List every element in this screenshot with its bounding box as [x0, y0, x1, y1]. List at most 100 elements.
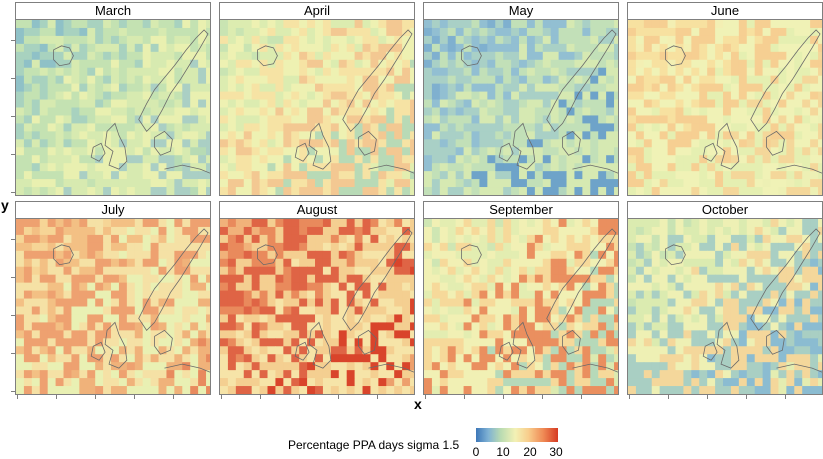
heatmap-cell — [39, 258, 49, 268]
heatmap-cell — [770, 322, 779, 331]
heatmap-cell — [307, 131, 316, 140]
heatmap-cell — [378, 362, 387, 371]
heatmap-cell — [47, 147, 57, 156]
heatmap-cell — [802, 99, 811, 108]
heatmap-cell — [447, 242, 457, 252]
heatmap-cell — [267, 362, 276, 371]
heatmap-cell — [275, 155, 284, 164]
heatmap-cell — [330, 163, 340, 172]
heatmap-cell — [346, 330, 356, 339]
heatmap-cell — [659, 20, 669, 29]
heatmap-cell — [683, 354, 692, 363]
heatmap-cell — [39, 163, 49, 172]
heatmap-cell — [643, 314, 653, 323]
heatmap-cell — [431, 354, 441, 363]
heatmap-cell — [394, 187, 403, 195]
heatmap-cell — [566, 99, 575, 108]
heatmap-cell — [794, 242, 803, 252]
heatmap-cell — [738, 290, 748, 300]
heatmap-cell — [746, 290, 756, 300]
heatmap-cell — [606, 75, 615, 85]
heatmap-cell — [635, 67, 645, 77]
heatmap-cell — [394, 242, 403, 252]
heatmap-cell — [410, 314, 414, 323]
heatmap-cell — [283, 115, 292, 124]
heatmap-cell — [95, 226, 104, 236]
heatmap-cell — [206, 187, 210, 195]
heatmap-cell — [410, 91, 414, 101]
heatmap-cell — [495, 107, 504, 116]
heatmap-cell — [574, 171, 583, 180]
heatmap-cell — [95, 107, 104, 116]
heatmap-cell — [810, 234, 819, 244]
heatmap-cell — [315, 99, 324, 108]
heatmap-cell — [95, 274, 104, 284]
heatmap-cell — [275, 362, 284, 371]
heatmap-cell — [118, 234, 128, 244]
heatmap-cell — [715, 20, 724, 29]
heatmap-cell — [39, 123, 49, 132]
heatmap-cell — [447, 99, 457, 108]
heatmap-cell — [243, 171, 253, 180]
heatmap-cell — [574, 123, 583, 132]
heatmap-cell — [550, 338, 560, 347]
heatmap-cell — [362, 123, 371, 132]
heatmap-cell — [519, 314, 528, 323]
heatmap-cell — [810, 67, 819, 77]
heatmap-cell — [118, 43, 128, 53]
heatmap-cell — [39, 386, 49, 394]
heatmap-cell — [534, 386, 544, 394]
heatmap-cell — [794, 131, 803, 140]
heatmap-cell — [770, 107, 779, 116]
heatmap-cell — [150, 27, 160, 37]
heatmap-cell — [182, 51, 191, 61]
heatmap-cell — [598, 67, 607, 77]
heatmap-cell — [410, 83, 414, 93]
heatmap-cell — [150, 43, 160, 53]
heatmap-cell — [614, 362, 618, 371]
heatmap-cell — [582, 83, 591, 93]
heatmap-cell — [794, 314, 803, 323]
heatmap-cell — [354, 83, 364, 93]
heatmap-cell — [315, 219, 324, 228]
heatmap-cell — [291, 99, 300, 108]
heatmap-cell — [362, 115, 371, 124]
heatmap-cell — [182, 83, 191, 93]
heatmap-cell — [330, 258, 340, 268]
heatmap-cell — [166, 35, 175, 45]
heatmap-cell — [707, 131, 716, 140]
heatmap-cell — [667, 179, 677, 188]
heatmap-cell — [542, 187, 552, 195]
heatmap-cell — [598, 370, 607, 379]
heatmap-cell — [307, 123, 316, 132]
heatmap-cell — [103, 43, 112, 53]
heatmap-cell — [818, 123, 822, 132]
heatmap-cell — [794, 362, 803, 371]
heatmap-cell — [330, 290, 340, 300]
heatmap-cell — [158, 115, 167, 124]
heatmap-cell — [150, 147, 160, 156]
heatmap-cell — [386, 59, 395, 69]
heatmap-cell — [487, 242, 496, 252]
heatmap-cell — [794, 290, 803, 300]
heatmap-cell — [770, 171, 779, 180]
y-axis-tick — [11, 40, 15, 41]
heatmap-cell — [699, 370, 708, 379]
heatmap-cell — [730, 59, 740, 69]
heatmap-cell — [667, 155, 677, 164]
heatmap-cell — [283, 378, 292, 387]
heatmap-cell — [455, 179, 465, 188]
heatmap-cell — [134, 91, 144, 101]
heatmap-cell — [802, 370, 811, 379]
heatmap-cell — [738, 306, 748, 315]
heatmap-cell — [598, 282, 607, 292]
heatmap-cell — [526, 179, 536, 188]
heatmap-cell — [574, 187, 583, 195]
heatmap-cell — [810, 242, 819, 252]
heatmap-cell — [431, 115, 441, 124]
heatmap-cell — [675, 298, 684, 307]
heatmap-cell — [150, 226, 160, 236]
heatmap-cell — [590, 322, 599, 331]
heatmap-cell — [158, 83, 167, 93]
heatmap-cell — [330, 370, 340, 379]
